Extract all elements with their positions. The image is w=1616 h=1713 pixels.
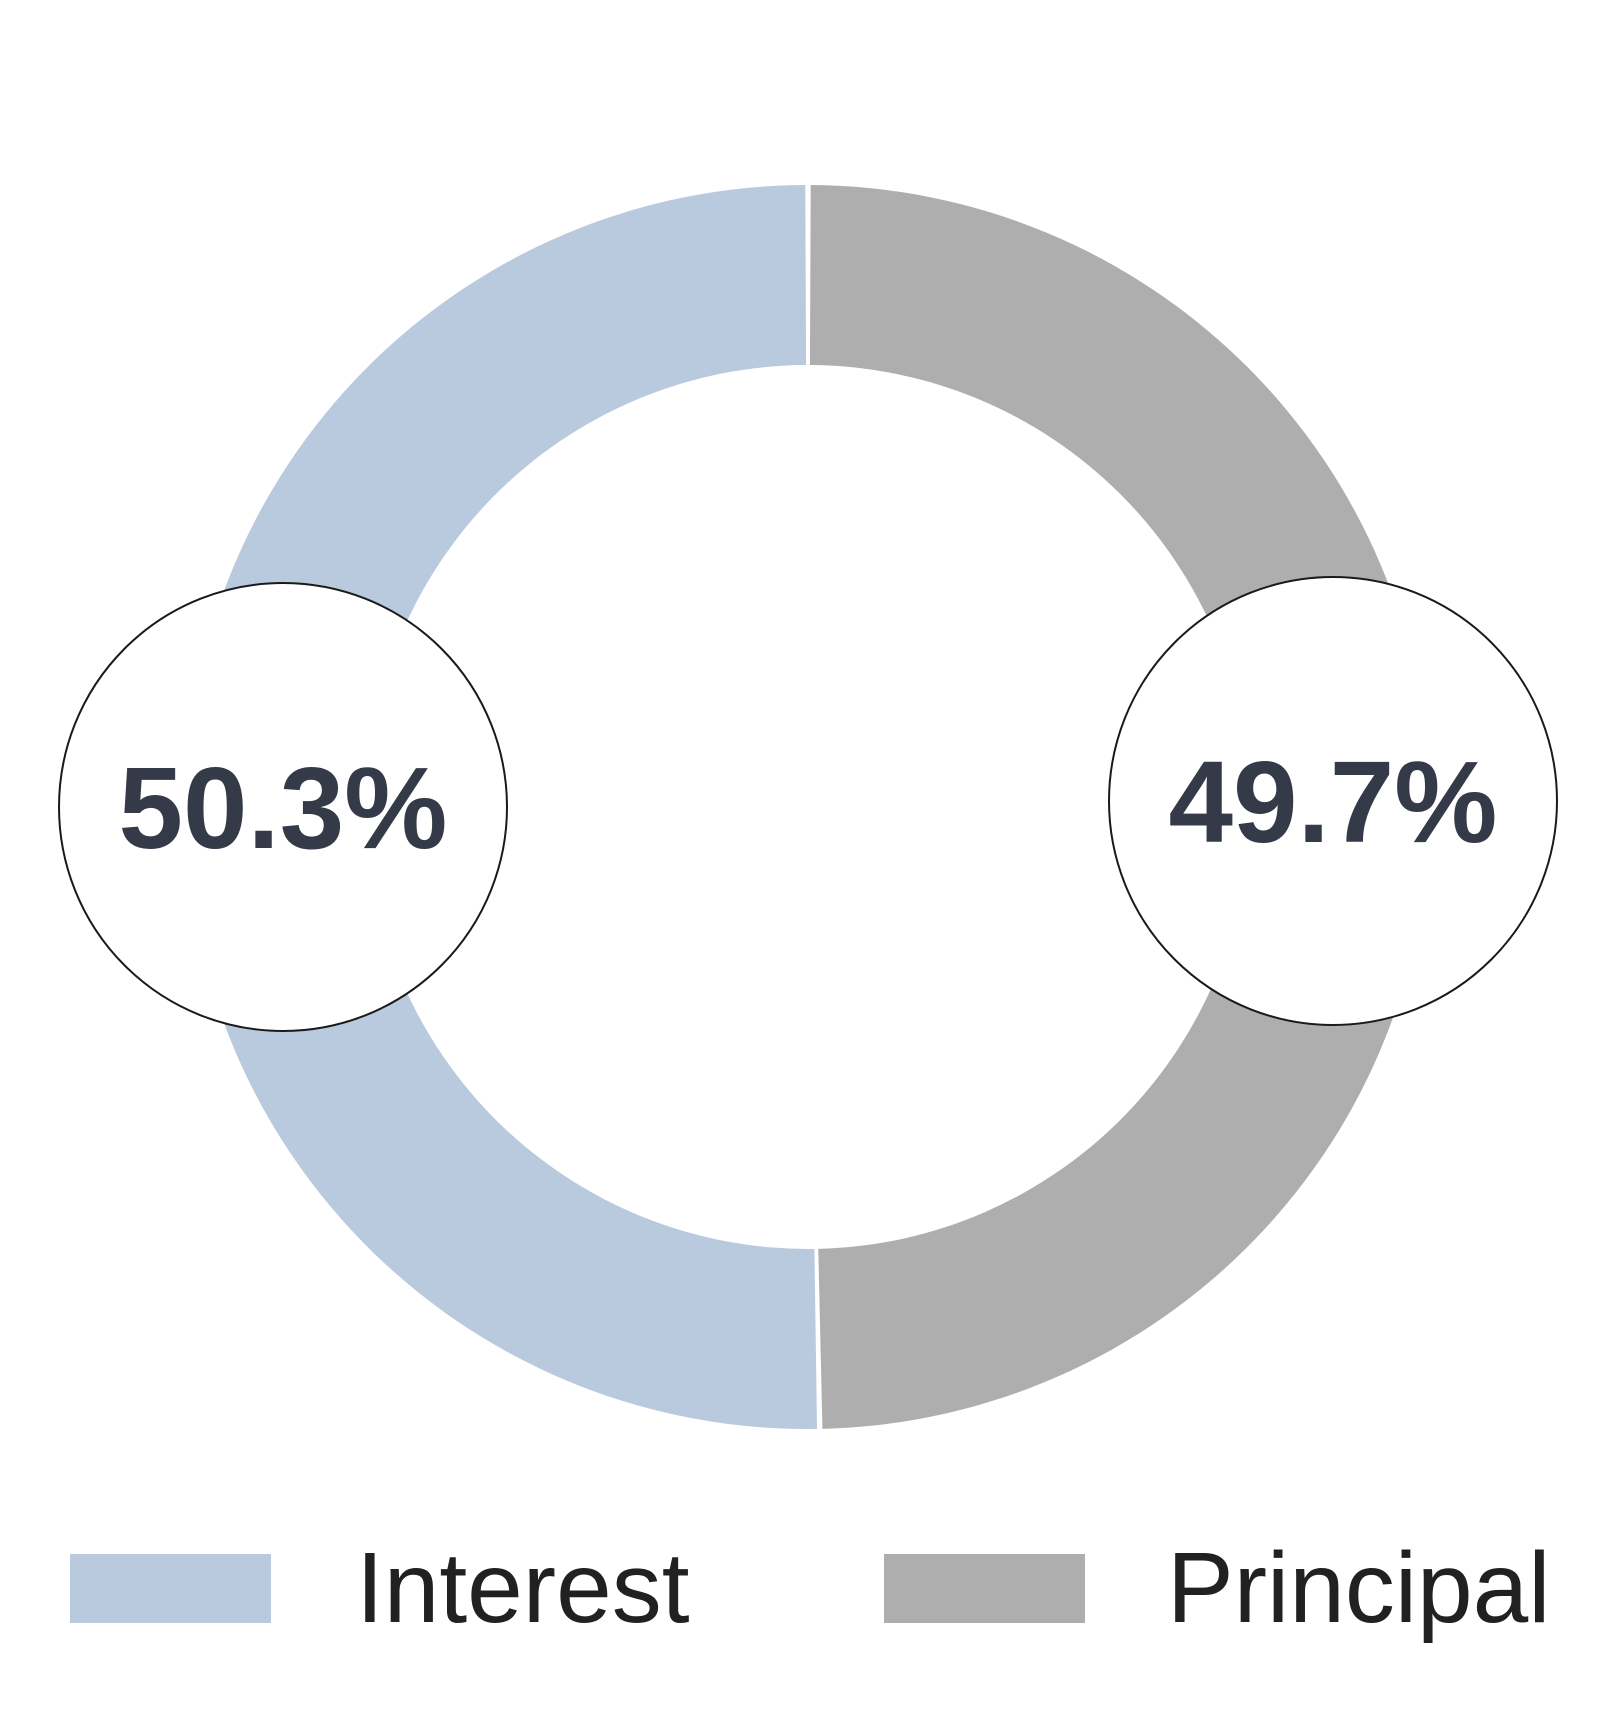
legend-swatch-interest — [70, 1553, 271, 1623]
donut-chart: 50.3% 49.7% — [58, 185, 1558, 1430]
callout-circle-principal — [1108, 576, 1558, 1026]
callout-circle-interest — [58, 582, 508, 1032]
legend-item-interest: Interest — [70, 1538, 690, 1638]
legend-swatch-principal — [884, 1553, 1085, 1623]
legend: Interest Principal — [0, 1538, 1616, 1638]
legend-label-principal: Principal — [1167, 1532, 1551, 1644]
donut-segments — [185, 185, 1430, 1430]
legend-label-interest: Interest — [356, 1532, 690, 1644]
slice-label-interest: 50.3% — [119, 743, 448, 873]
slice-label-principal: 49.7% — [1169, 737, 1498, 867]
donut-segment-interest — [185, 185, 818, 1430]
legend-item-principal: Principal — [884, 1538, 1551, 1638]
donut-segment-principal — [809, 185, 1430, 1429]
